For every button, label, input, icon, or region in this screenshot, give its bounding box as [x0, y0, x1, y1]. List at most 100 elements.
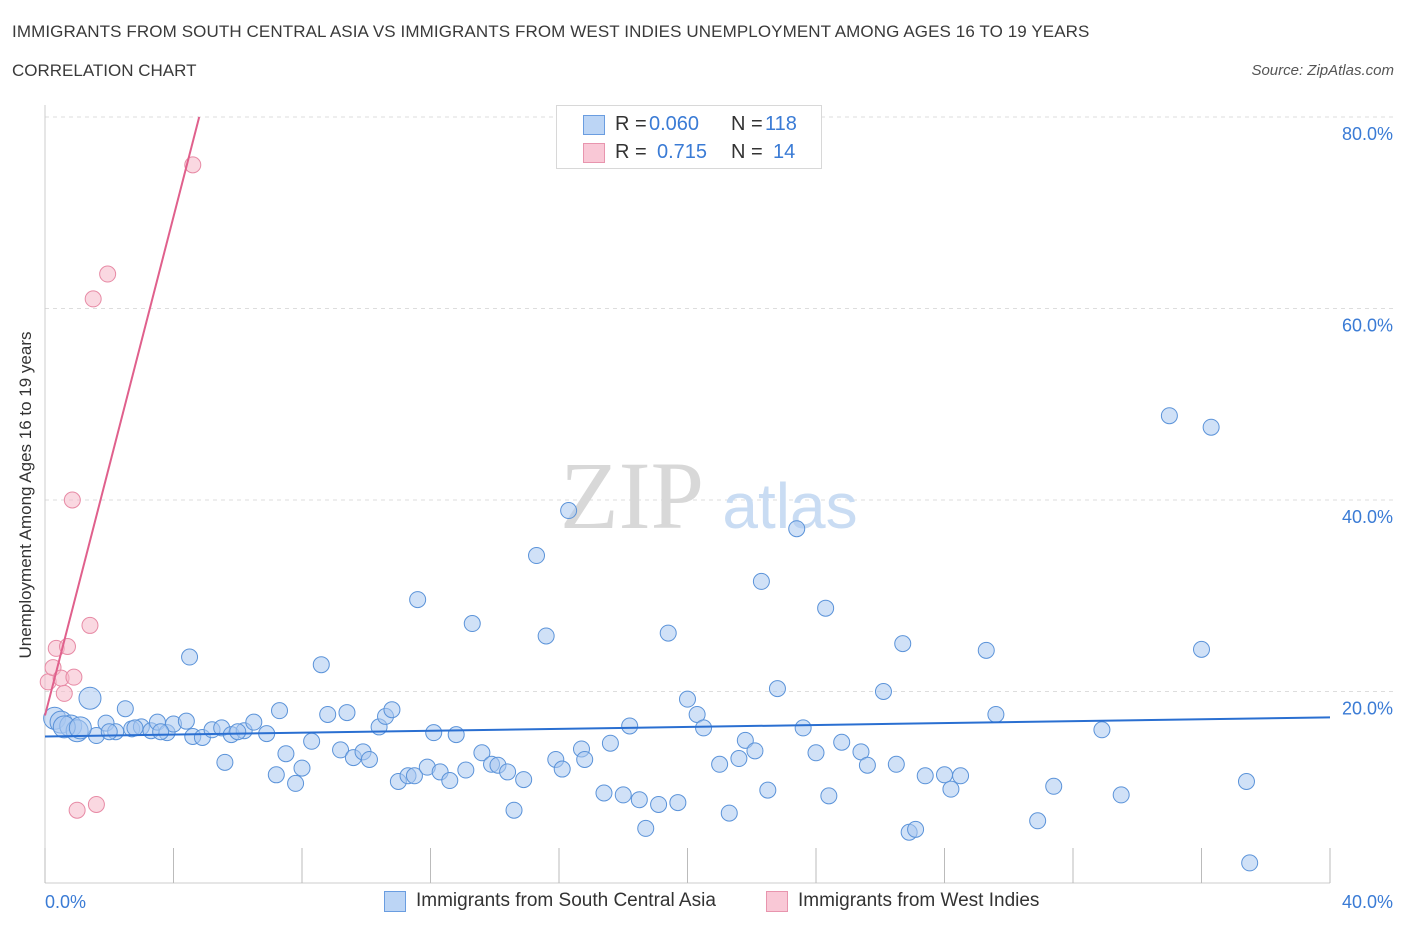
trend-lines [44, 116, 1331, 738]
data-point [637, 819, 655, 837]
data-point [916, 767, 934, 785]
data-point [601, 734, 619, 752]
legend-r-label: R = [615, 141, 647, 163]
series-south-central-asia [43, 407, 1259, 872]
data-point [245, 713, 263, 731]
trend-line-west-indies [44, 116, 201, 716]
data-point [126, 719, 144, 737]
data-point [68, 801, 86, 819]
data-point [1193, 640, 1210, 658]
data-point [152, 723, 170, 741]
data-point [216, 753, 234, 771]
legend-r-label: R = [615, 113, 647, 135]
data-point [907, 820, 925, 838]
axes [44, 105, 1331, 884]
data-point [277, 745, 295, 763]
data-point [817, 599, 835, 617]
data-point [63, 491, 81, 509]
data-point [952, 767, 970, 785]
data-point [659, 624, 677, 642]
grid-lines [45, 116, 1395, 692]
data-point [679, 690, 696, 708]
data-point [84, 290, 102, 308]
data-point [560, 502, 578, 520]
data-point [447, 726, 465, 744]
data-point [614, 786, 632, 804]
legend-swatch-blue [384, 891, 406, 912]
data-point [807, 744, 825, 762]
data-point [1241, 854, 1259, 872]
data-point [553, 760, 571, 778]
data-point [695, 719, 713, 737]
legend-n-value: 14 [773, 141, 796, 163]
data-point [1160, 407, 1178, 425]
data-point [68, 716, 92, 740]
legend-r-value: 0.060 [649, 113, 700, 135]
y-tick-label: 60.0% [1342, 316, 1393, 336]
data-point [621, 717, 639, 735]
y-tick-labels: 20.0% 40.0% 60.0% 80.0% [1342, 124, 1393, 719]
data-point [473, 744, 491, 762]
data-point [332, 741, 350, 759]
legend-n-label: N = [731, 141, 763, 163]
data-point [820, 787, 838, 805]
y-tick-label: 20.0% [1342, 699, 1393, 719]
data-point [936, 766, 953, 784]
data-point [181, 648, 199, 666]
data-point [338, 704, 356, 722]
data-point [55, 684, 73, 702]
data-point [874, 683, 892, 700]
data-point [858, 756, 876, 774]
data-point [65, 668, 83, 686]
data-point [515, 771, 533, 789]
data-point [441, 772, 459, 790]
data-point [425, 724, 443, 742]
data-point [669, 794, 687, 812]
data-point [229, 723, 247, 741]
data-point [537, 627, 555, 645]
data-point [312, 656, 330, 674]
legend-n-label: N = [731, 113, 763, 135]
y-tick-label: 80.0% [1342, 124, 1393, 144]
y-axis-label: Unemployment Among Ages 16 to 19 years [16, 331, 35, 659]
legend-item-west-indies: Immigrants from West Indies [766, 888, 1086, 916]
data-point [303, 732, 321, 750]
chart-subtitle: CORRELATION CHART [12, 61, 197, 80]
data-point [1112, 786, 1130, 804]
legend-swatch-blue [583, 115, 605, 135]
data-point [746, 742, 764, 760]
data-point [595, 784, 613, 802]
watermark: ZIP atlas [560, 442, 858, 549]
data-point [711, 755, 729, 773]
data-point [505, 801, 523, 819]
data-point [405, 767, 423, 785]
data-point [759, 781, 777, 799]
data-point [287, 774, 305, 792]
legend-r-value: 0.715 [657, 141, 708, 163]
data-point [730, 750, 748, 768]
source-credit: Source: ZipAtlas.com [1251, 62, 1394, 79]
y-tick-label: 40.0% [1342, 507, 1393, 527]
data-point [768, 680, 786, 698]
data-point [794, 719, 812, 737]
data-point [1237, 773, 1255, 791]
data-point [1202, 418, 1220, 436]
data-point [177, 712, 195, 730]
legend-label: Immigrants from West Indies [798, 890, 1040, 911]
data-point [319, 705, 337, 723]
trend-line-south-central-asia [44, 716, 1331, 738]
data-point [987, 705, 1005, 723]
legend-n-value: 118 [765, 113, 797, 135]
data-point [100, 723, 118, 741]
data-point [630, 791, 648, 809]
data-point [894, 635, 912, 653]
data-point [293, 759, 311, 777]
watermark-zip: ZIP [560, 442, 704, 549]
data-point [788, 520, 806, 538]
x-tick-label: 0.0% [45, 892, 86, 912]
data-point [78, 686, 102, 710]
data-point [1093, 721, 1111, 739]
data-point [87, 795, 105, 813]
stats-legend: R = 0.060 N = 118 R = 0.715 N = 14 [556, 105, 822, 169]
data-point [736, 731, 754, 749]
